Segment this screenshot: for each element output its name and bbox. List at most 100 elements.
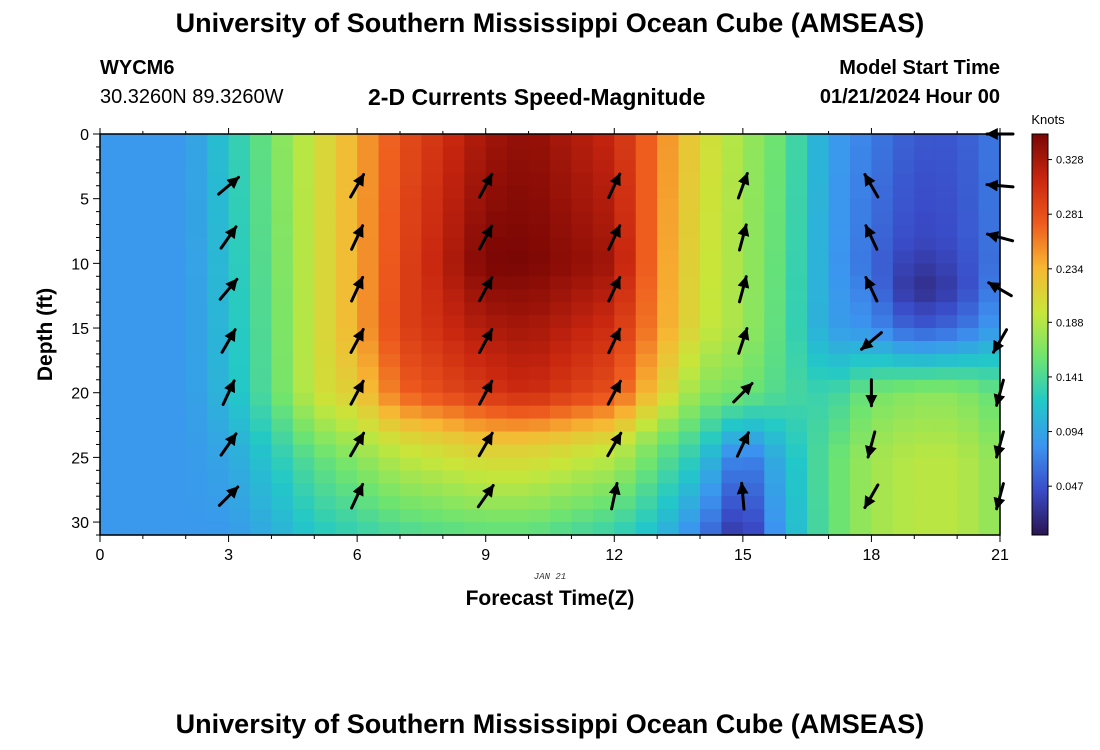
heatmap-cell	[957, 457, 980, 471]
heatmap-cell	[742, 353, 765, 368]
heatmap-cell	[828, 315, 851, 329]
heatmap-cell	[421, 289, 444, 303]
heatmap-cell	[314, 289, 337, 303]
heatmap-cell	[292, 392, 315, 407]
current-vector	[219, 225, 238, 250]
heatmap-cell	[164, 353, 187, 368]
heatmap-cell	[550, 237, 573, 252]
heatmap-cell	[185, 444, 208, 458]
heatmap-cell	[957, 224, 980, 239]
heatmap-cell	[592, 276, 615, 290]
heatmap-cell	[292, 224, 315, 239]
heatmap-cell	[421, 302, 444, 316]
heatmap-cell	[700, 237, 723, 252]
heatmap-cell	[914, 405, 937, 420]
heatmap-cell	[614, 315, 637, 329]
heatmap-cell	[592, 134, 615, 148]
heatmap-cell	[764, 237, 787, 252]
heatmap-cell	[421, 470, 444, 484]
heatmap-cell	[914, 146, 937, 161]
heatmap-cell	[442, 211, 465, 226]
heatmap-cell	[742, 302, 765, 316]
heatmap-cell	[592, 250, 615, 264]
heatmap-cell	[914, 496, 937, 510]
heatmap-cell	[335, 379, 358, 394]
heatmap-cell	[335, 509, 358, 523]
heatmap-cell	[142, 328, 165, 342]
heatmap-cell	[892, 185, 915, 200]
heatmap-cell	[742, 237, 765, 252]
heatmap-cell	[271, 263, 294, 277]
heatmap-cell	[421, 366, 444, 381]
heatmap-cell	[271, 224, 294, 239]
heatmap-cell	[978, 198, 1001, 213]
heatmap-cell	[935, 366, 958, 381]
heatmap-cell	[721, 302, 744, 316]
heatmap-cell	[742, 392, 765, 407]
heatmap-cell	[592, 224, 615, 239]
heatmap-cell	[292, 211, 315, 226]
heatmap-cell	[700, 224, 723, 239]
heatmap-cell	[142, 340, 165, 355]
heatmap-cell	[935, 185, 958, 200]
heatmap-cell	[378, 250, 401, 264]
heatmap-cell	[721, 237, 744, 252]
heatmap-cell	[764, 470, 787, 484]
heatmap-cell	[742, 289, 765, 303]
heatmap-cell	[421, 418, 444, 433]
heatmap-cell	[400, 522, 423, 536]
heatmap-cell	[507, 340, 530, 355]
heatmap-cell	[378, 159, 401, 174]
heatmap-cell	[100, 431, 123, 446]
heatmap-cell	[142, 392, 165, 407]
heatmap-cell	[185, 159, 208, 174]
current-vector	[607, 172, 622, 199]
heatmap-cell	[335, 263, 358, 277]
heatmap-cell	[700, 509, 723, 523]
heatmap-cell	[314, 172, 337, 187]
heatmap-cell	[957, 366, 980, 381]
heatmap-cell	[528, 302, 551, 316]
heatmap-cell	[914, 302, 937, 316]
heatmap-cell	[914, 198, 937, 213]
heatmap-cell	[764, 392, 787, 407]
heatmap-cell	[400, 483, 423, 497]
heatmap-cell	[228, 289, 251, 303]
heatmap-cell	[721, 172, 744, 187]
heatmap-cell	[935, 276, 958, 290]
heatmap-cell	[571, 263, 594, 277]
heatmap-cell	[571, 483, 594, 497]
heatmap-cell	[464, 198, 487, 213]
heatmap-cell	[935, 250, 958, 264]
heatmap-cell	[892, 237, 915, 252]
heatmap-cell	[614, 353, 637, 368]
heatmap-cell	[571, 444, 594, 458]
heatmap-cell	[785, 522, 808, 536]
heatmap-cell	[721, 224, 744, 239]
current-vector	[737, 327, 750, 355]
heatmap-cell	[142, 159, 165, 174]
heatmap-cell	[400, 302, 423, 316]
current-vector	[478, 276, 494, 303]
heatmap-cell	[507, 302, 530, 316]
heatmap-cell	[592, 509, 615, 523]
heatmap-cell	[700, 405, 723, 420]
heatmap-cell	[314, 509, 337, 523]
heatmap-cell	[571, 431, 594, 446]
heatmap-cell	[421, 457, 444, 471]
heatmap-cell	[614, 289, 637, 303]
heatmap-cell	[164, 509, 187, 523]
heatmap-cell	[357, 418, 380, 433]
heatmap-cell	[464, 366, 487, 381]
heatmap-cell	[442, 457, 465, 471]
heatmap-cell	[550, 172, 573, 187]
heatmap-cell	[935, 470, 958, 484]
heatmap-cell	[185, 483, 208, 497]
heatmap-cell	[635, 444, 658, 458]
heatmap-cell	[250, 172, 273, 187]
heatmap-cell	[914, 172, 937, 187]
heatmap-cell	[828, 224, 851, 239]
heatmap-cell	[314, 250, 337, 264]
heatmap-cell	[635, 340, 658, 355]
heatmap-cell	[250, 496, 273, 510]
